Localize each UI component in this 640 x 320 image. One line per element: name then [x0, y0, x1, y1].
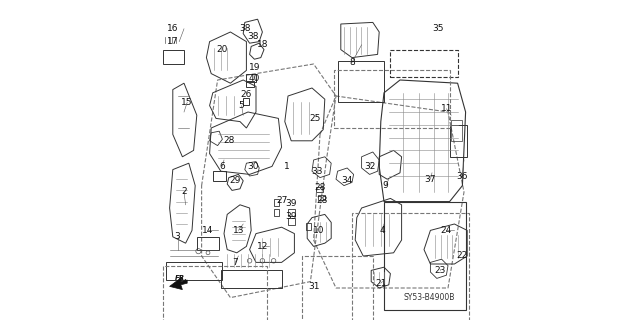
- Bar: [319, 195, 326, 200]
- Bar: [288, 218, 295, 225]
- Text: 14: 14: [202, 226, 214, 235]
- Text: 39: 39: [285, 212, 297, 220]
- Text: 19: 19: [249, 63, 260, 72]
- Text: 16: 16: [167, 24, 179, 33]
- Text: 28: 28: [316, 196, 327, 204]
- Bar: [390, 50, 458, 77]
- Text: 28: 28: [223, 136, 234, 145]
- Text: 2: 2: [181, 188, 187, 196]
- Bar: [352, 213, 468, 320]
- Bar: [302, 256, 372, 320]
- Bar: [163, 50, 184, 64]
- Text: 12: 12: [257, 242, 268, 251]
- Text: 13: 13: [233, 226, 244, 235]
- Text: 9: 9: [383, 181, 388, 190]
- Bar: [274, 199, 280, 206]
- Text: 38: 38: [247, 32, 259, 41]
- Text: 29: 29: [230, 176, 241, 185]
- Text: 21: 21: [375, 279, 387, 288]
- Text: 32: 32: [364, 162, 375, 171]
- Text: 15: 15: [182, 98, 193, 107]
- Text: 39: 39: [285, 199, 297, 208]
- Text: 7: 7: [232, 258, 238, 267]
- Bar: [316, 187, 323, 192]
- Text: 37: 37: [425, 175, 436, 184]
- Text: 28: 28: [314, 183, 326, 192]
- Bar: [274, 209, 280, 216]
- Text: 1: 1: [284, 162, 289, 171]
- Text: 6: 6: [220, 162, 225, 171]
- Bar: [221, 270, 282, 288]
- Text: 22: 22: [457, 252, 468, 260]
- Polygon shape: [170, 277, 187, 290]
- Text: 23: 23: [435, 266, 445, 275]
- Bar: [212, 171, 226, 181]
- Bar: [243, 98, 249, 105]
- Bar: [384, 202, 466, 310]
- Text: 10: 10: [313, 226, 324, 235]
- Text: 27: 27: [276, 196, 287, 204]
- Bar: [338, 61, 384, 102]
- Text: 18: 18: [257, 40, 268, 49]
- Text: 4: 4: [380, 226, 385, 235]
- Bar: [450, 125, 467, 157]
- Bar: [197, 237, 219, 250]
- Text: 8: 8: [349, 58, 355, 67]
- Text: 30: 30: [247, 162, 259, 171]
- Bar: [306, 223, 312, 230]
- Text: SY53-B4900B: SY53-B4900B: [403, 293, 454, 302]
- Text: 31: 31: [308, 282, 319, 291]
- Bar: [334, 70, 449, 128]
- Text: 17: 17: [167, 37, 179, 46]
- Bar: [246, 81, 253, 87]
- Text: 3: 3: [175, 232, 180, 241]
- Text: 35: 35: [433, 24, 444, 33]
- Bar: [166, 262, 223, 280]
- Text: 25: 25: [310, 114, 321, 123]
- Text: 20: 20: [217, 45, 228, 54]
- Text: 5: 5: [239, 101, 244, 110]
- Text: 36: 36: [457, 172, 468, 180]
- Text: 40: 40: [249, 74, 260, 83]
- Bar: [163, 266, 268, 320]
- Bar: [288, 209, 295, 216]
- Text: 33: 33: [311, 167, 323, 176]
- Text: 24: 24: [441, 226, 452, 235]
- Bar: [451, 120, 462, 141]
- Text: 38: 38: [239, 24, 250, 33]
- Bar: [246, 74, 256, 82]
- Text: 11: 11: [441, 104, 452, 113]
- Text: FR.: FR.: [174, 276, 188, 281]
- Text: 26: 26: [241, 90, 252, 99]
- Text: 34: 34: [342, 176, 353, 185]
